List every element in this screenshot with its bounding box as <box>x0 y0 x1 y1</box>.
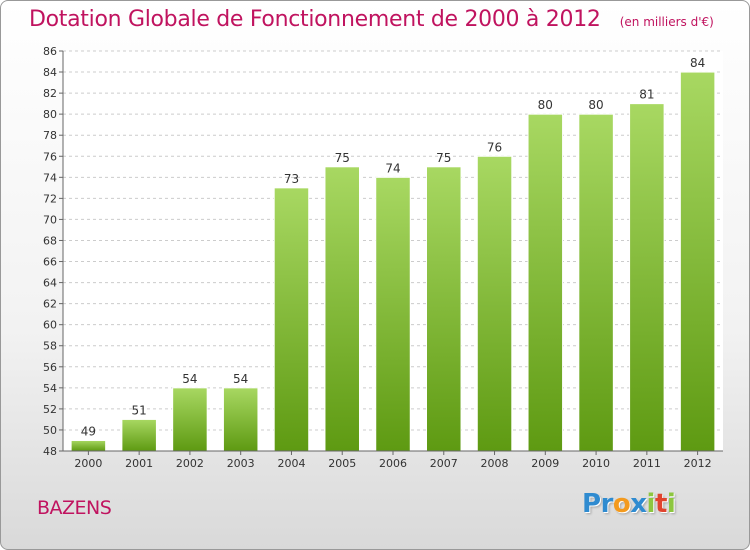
bar-value-label: 80 <box>538 98 553 112</box>
x-tick-label: 2008 <box>481 457 509 470</box>
y-tick-label: 74 <box>43 171 57 184</box>
logo-letter: i <box>666 489 676 519</box>
bar-value-label: 84 <box>690 56 705 70</box>
bar <box>527 113 564 452</box>
bar-value-label: 73 <box>284 172 299 186</box>
y-tick-label: 84 <box>43 66 57 79</box>
bar-value-label: 80 <box>588 98 603 112</box>
y-tick-label: 52 <box>43 403 57 416</box>
x-tick-label: 2007 <box>430 457 458 470</box>
title-block: Dotation Globale de Fonctionnement de 20… <box>29 7 714 32</box>
y-tick-label: 78 <box>43 129 57 142</box>
x-tick-label: 2004 <box>277 457 305 470</box>
y-tick-label: 82 <box>43 87 57 100</box>
y-tick-label: 86 <box>43 45 57 58</box>
location-label: BAZENS <box>37 497 112 519</box>
bar-value-label: 54 <box>182 372 197 386</box>
x-tick-label: 2001 <box>125 457 153 470</box>
bar <box>121 418 157 452</box>
x-tick-label: 2006 <box>379 457 407 470</box>
proxiti-logo: Proxiti <box>582 489 676 519</box>
y-tick-label: 72 <box>43 192 57 205</box>
y-tick-label: 76 <box>43 150 57 163</box>
bar-value-label: 76 <box>487 140 502 154</box>
y-tick-label: 66 <box>43 256 57 269</box>
y-tick-label: 70 <box>43 213 57 226</box>
y-tick-label: 62 <box>43 298 57 311</box>
logo-letter: o <box>612 489 631 519</box>
y-tick-label: 80 <box>43 108 57 121</box>
bar <box>426 166 462 452</box>
bar <box>629 103 665 452</box>
bar-value-label: 49 <box>81 424 96 438</box>
y-tick-label: 58 <box>43 340 57 353</box>
x-tick-label: 2003 <box>227 457 255 470</box>
x-tick-label: 2009 <box>531 457 559 470</box>
bar <box>222 387 259 452</box>
bar <box>273 187 310 452</box>
x-tick-label: 2012 <box>684 457 712 470</box>
x-tick-label: 2000 <box>74 457 102 470</box>
bar <box>476 155 513 452</box>
y-tick-label: 64 <box>43 277 57 290</box>
y-tick-label: 56 <box>43 361 57 374</box>
logo-letter: r <box>600 489 614 519</box>
bar <box>172 387 208 452</box>
bar-value-label: 51 <box>132 403 147 417</box>
logo-letter: P <box>582 489 601 519</box>
y-tick-label: 50 <box>43 424 57 437</box>
bar <box>375 176 411 452</box>
bar-value-label: 75 <box>335 151 350 165</box>
logo-letter: i <box>646 489 656 519</box>
bar <box>70 439 107 452</box>
x-tick-label: 2011 <box>633 457 661 470</box>
y-tick-label: 48 <box>43 445 57 458</box>
y-tick-label: 68 <box>43 234 57 247</box>
bar <box>679 71 716 452</box>
bar-value-label: 81 <box>639 88 654 102</box>
bar-value-label: 75 <box>436 151 451 165</box>
bar-value-label: 54 <box>233 372 248 386</box>
y-tick-label: 54 <box>43 382 57 395</box>
bar <box>324 166 360 452</box>
bar-value-label: 74 <box>385 161 400 175</box>
logo-letter: t <box>654 489 667 519</box>
y-tick-label: 60 <box>43 319 57 332</box>
x-tick-label: 2005 <box>328 457 356 470</box>
logo-letter: x <box>630 489 647 519</box>
bar <box>578 113 614 452</box>
x-tick-label: 2002 <box>176 457 204 470</box>
chart-title: Dotation Globale de Fonctionnement de 20… <box>29 7 601 32</box>
chart-subtitle: (en milliers d'€) <box>619 15 714 29</box>
x-tick-label: 2010 <box>582 457 610 470</box>
